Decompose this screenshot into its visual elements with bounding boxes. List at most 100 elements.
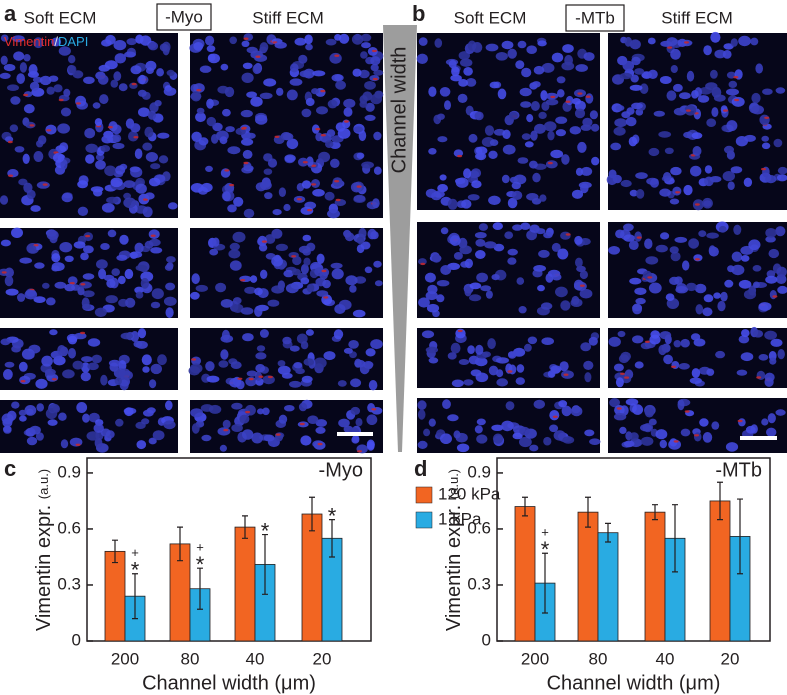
- stain-blue: DAPI: [58, 34, 88, 49]
- nucleus: [281, 372, 293, 379]
- nucleus: [33, 37, 44, 49]
- nucleus: [240, 109, 253, 118]
- nucleus: [583, 52, 595, 61]
- nucleus: [560, 300, 571, 311]
- nucleus: [316, 290, 329, 297]
- nucleus: [693, 338, 706, 347]
- nucleus: [447, 414, 459, 422]
- error-bar: [605, 522, 611, 543]
- nucleus: [312, 70, 326, 77]
- nucleus: [529, 160, 538, 169]
- nucleus: [464, 286, 472, 297]
- nucleus: [575, 167, 584, 176]
- nucleus: [5, 288, 19, 296]
- nucleus: [703, 200, 712, 207]
- nucleus: [450, 342, 461, 354]
- vimentin: [150, 234, 156, 237]
- nucleus: [345, 275, 358, 286]
- nucleus: [150, 363, 162, 375]
- nucleus: [713, 292, 721, 299]
- nucleus: [777, 349, 785, 360]
- panel-label: b: [412, 1, 425, 26]
- nucleus: [229, 260, 242, 271]
- nucleus: [0, 239, 11, 247]
- vimentin: [240, 279, 246, 282]
- nucleus: [531, 198, 542, 205]
- nucleus: [351, 34, 364, 45]
- nucleus: [94, 307, 107, 317]
- nucleus: [77, 206, 89, 216]
- nucleus: [374, 280, 383, 287]
- nucleus: [740, 352, 754, 362]
- nucleus: [73, 241, 86, 249]
- nucleus: [130, 123, 141, 133]
- nucleus: [190, 291, 200, 300]
- nucleus: [53, 84, 63, 93]
- nucleus: [289, 345, 300, 352]
- nucleus: [168, 202, 178, 210]
- nucleus: [520, 222, 531, 230]
- nucleus: [26, 350, 35, 359]
- column-label: Stiff ECM: [661, 8, 732, 27]
- nucleus: [157, 354, 167, 366]
- nucleus: [630, 74, 639, 83]
- nucleus: [706, 368, 715, 376]
- nucleus: [539, 194, 547, 202]
- nucleus: [695, 304, 704, 315]
- nucleus: [64, 255, 74, 262]
- nucleus: [298, 54, 308, 64]
- bar: [577, 511, 599, 642]
- nucleus: [373, 69, 384, 76]
- nucleus: [688, 238, 699, 249]
- nucleus: [53, 152, 65, 163]
- nucleus: [464, 258, 473, 269]
- vimentin: [302, 161, 308, 164]
- nucleus: [463, 168, 472, 179]
- nucleus: [283, 269, 294, 278]
- nucleus: [765, 175, 777, 184]
- nucleus: [527, 336, 538, 345]
- nucleus: [111, 134, 122, 143]
- nucleus: [670, 251, 681, 262]
- nucleus: [85, 154, 95, 164]
- nucleus: [731, 264, 745, 276]
- vimentin: [320, 134, 326, 137]
- nucleus: [682, 260, 690, 271]
- nucleus: [108, 121, 118, 132]
- x-tick-label: 80: [589, 649, 608, 668]
- nucleus: [664, 147, 674, 154]
- vimentin: [737, 419, 743, 423]
- nucleus: [12, 35, 25, 43]
- nucleus: [699, 418, 709, 427]
- nucleus: [110, 79, 119, 88]
- nucleus: [673, 340, 682, 348]
- nucleus: [107, 229, 117, 238]
- nucleus: [583, 360, 594, 370]
- nucleus: [606, 174, 618, 186]
- nucleus: [289, 380, 302, 388]
- nucleus: [246, 91, 257, 98]
- nucleus: [665, 293, 675, 302]
- nucleus: [80, 252, 89, 261]
- nucleus: [250, 96, 263, 107]
- nucleus: [373, 260, 382, 268]
- nucleus: [361, 42, 371, 49]
- nucleus: [120, 332, 133, 340]
- nucleus: [255, 364, 266, 373]
- nucleus: [453, 430, 461, 439]
- nucleus: [267, 299, 280, 307]
- vimentin: [552, 415, 558, 418]
- nucleus: [233, 297, 242, 305]
- nucleus: [572, 98, 581, 105]
- nucleus: [620, 179, 632, 188]
- nucleus: [278, 414, 288, 424]
- condition-label: -MTb: [575, 8, 615, 27]
- nucleus: [46, 297, 56, 306]
- nucleus: [57, 123, 70, 134]
- nucleus: [551, 242, 561, 252]
- nucleus: [222, 108, 231, 117]
- nucleus: [706, 118, 717, 127]
- nucleus: [502, 129, 511, 139]
- plot-frame: [496, 457, 771, 642]
